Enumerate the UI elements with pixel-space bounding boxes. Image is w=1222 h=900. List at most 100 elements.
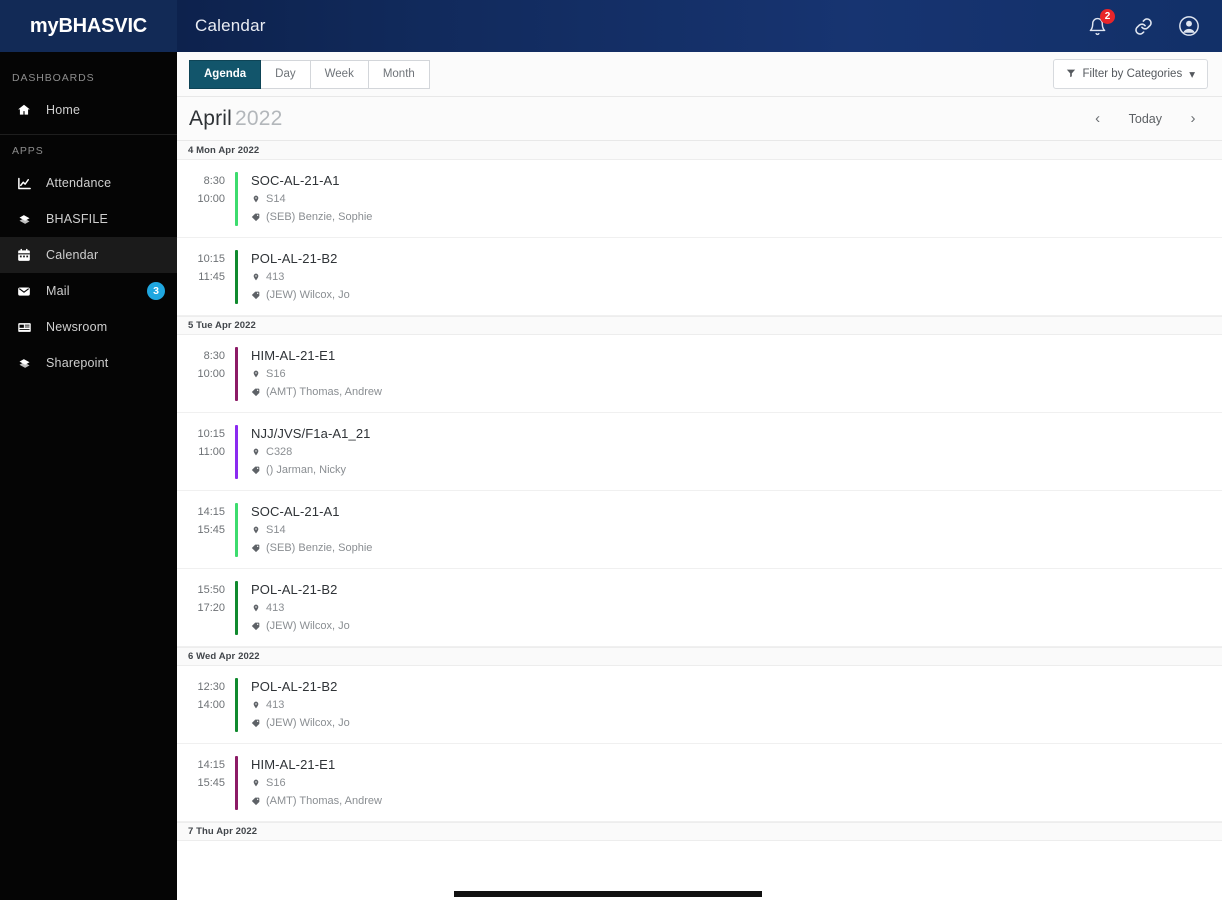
agenda-event-row[interactable]: 10:15 11:00 NJJ/JVS/F1a-A1_21 C328 () Jarman… bbox=[177, 413, 1222, 491]
tag-icon bbox=[251, 212, 261, 222]
sidebar-item-label: Calendar bbox=[46, 248, 99, 262]
event-end-time: 11:45 bbox=[198, 271, 225, 283]
sidebar-item-calendar[interactable]: Calendar bbox=[0, 237, 177, 273]
agenda-event-row[interactable]: 12:30 14:00 POL-AL-21-B2 413 (JEW) Wilcox, J… bbox=[177, 666, 1222, 744]
horizontal-scrollbar-thumb[interactable] bbox=[454, 890, 762, 897]
event-start-time: 8:30 bbox=[203, 350, 225, 362]
tag-icon bbox=[251, 387, 261, 397]
page-title: Calendar bbox=[195, 16, 266, 35]
event-end-time: 14:00 bbox=[197, 699, 225, 711]
event-time-range: 15:50 17:20 bbox=[177, 581, 235, 635]
next-period-button[interactable]: › bbox=[1190, 110, 1196, 127]
event-title: SOC-AL-21-A1 bbox=[251, 504, 340, 519]
event-tag-label: (SEB) Benzie, Sophie bbox=[266, 211, 373, 223]
event-details: POL-AL-21-B2 413 (JEW) Wilcox, Jo bbox=[251, 581, 1222, 635]
event-start-time: 8:30 bbox=[203, 175, 225, 187]
event-details: NJJ/JVS/F1a-A1_21 C328 () Jarman, Nicky bbox=[251, 425, 1222, 479]
event-start-time: 10:15 bbox=[197, 428, 225, 440]
event-start-time: 10:15 bbox=[197, 253, 225, 265]
event-title: SOC-AL-21-A1 bbox=[251, 173, 340, 188]
account-icon[interactable] bbox=[1176, 13, 1202, 39]
map-pin-icon bbox=[251, 525, 261, 535]
event-location: 413 bbox=[251, 696, 1222, 714]
agenda-event-row[interactable]: 8:30 10:00 HIM-AL-21-E1 S16 (AMT) Thomas, An… bbox=[177, 335, 1222, 413]
event-time-range: 10:15 11:45 bbox=[177, 250, 235, 304]
brand-logo[interactable]: my BHASVIC bbox=[0, 0, 177, 52]
bell-icon[interactable]: 2 bbox=[1084, 9, 1115, 39]
event-tag: (AMT) Thomas, Andrew bbox=[251, 383, 1222, 401]
sidebar-item-label: BHASFILE bbox=[46, 212, 109, 226]
agenda-event-row[interactable]: 14:15 15:45 HIM-AL-21-E1 S16 (AMT) Thomas, A… bbox=[177, 744, 1222, 822]
date-navigation-bar: April 2022 ‹ Today › bbox=[177, 97, 1222, 141]
tab-month[interactable]: Month bbox=[368, 59, 430, 89]
main-content: Agenda Day Week Month Filter by Categori… bbox=[177, 52, 1222, 900]
top-header: my BHASVIC Calendar 2 bbox=[0, 0, 1222, 52]
sidebar-item-bhasfile[interactable]: BHASFILE bbox=[0, 201, 177, 237]
event-category-color-bar bbox=[235, 678, 238, 732]
brand-logo-name: BHASVIC bbox=[58, 14, 148, 37]
event-location: S16 bbox=[251, 365, 1222, 383]
tag-icon bbox=[251, 621, 261, 631]
event-details: SOC-AL-21-A1 S14 (SEB) Benzie, Sophie bbox=[251, 172, 1222, 226]
event-time-range: 8:30 10:00 bbox=[177, 172, 235, 226]
event-details: HIM-AL-21-E1 S16 (AMT) Thomas, Andrew bbox=[251, 756, 1222, 810]
sidebar-item-label: Home bbox=[46, 103, 81, 117]
sidebar-item-mail[interactable]: Mail 3 bbox=[0, 273, 177, 309]
filter-by-categories-button[interactable]: Filter by Categories ▾ bbox=[1052, 59, 1208, 89]
tag-icon bbox=[251, 796, 261, 806]
event-title: POL-AL-21-B2 bbox=[251, 582, 338, 597]
event-start-time: 14:15 bbox=[197, 759, 225, 771]
event-details: POL-AL-21-B2 413 (JEW) Wilcox, Jo bbox=[251, 250, 1222, 304]
sidebar-item-label: Newsroom bbox=[46, 320, 108, 334]
agenda-event-row[interactable]: 15:50 17:20 POL-AL-21-B2 413 (JEW) Wilcox, J… bbox=[177, 569, 1222, 647]
event-end-time: 11:00 bbox=[198, 446, 225, 458]
calendar-icon bbox=[14, 248, 34, 262]
tag-icon bbox=[251, 718, 261, 728]
today-button[interactable]: Today bbox=[1128, 111, 1162, 126]
agenda-event-row[interactable]: 10:15 11:45 POL-AL-21-B2 413 (JEW) Wilcox, J… bbox=[177, 238, 1222, 316]
sidebar-item-sharepoint[interactable]: Sharepoint bbox=[0, 345, 177, 381]
sidebar-item-newsroom[interactable]: Newsroom bbox=[0, 309, 177, 345]
event-category-color-bar bbox=[235, 425, 238, 479]
event-tag-label: (SEB) Benzie, Sophie bbox=[266, 542, 373, 554]
map-pin-icon bbox=[251, 447, 261, 457]
link-icon[interactable] bbox=[1130, 13, 1156, 39]
view-tab-group: Agenda Day Week Month bbox=[189, 59, 430, 89]
agenda-event-row[interactable]: 14:15 15:45 SOC-AL-21-A1 S14 (SEB) Benzie, S… bbox=[177, 491, 1222, 569]
event-tag-label: () Jarman, Nicky bbox=[266, 464, 347, 476]
event-location: S14 bbox=[251, 521, 1222, 539]
tab-week[interactable]: Week bbox=[310, 59, 369, 89]
filter-button-label: Filter by Categories bbox=[1082, 68, 1183, 80]
event-title: POL-AL-21-B2 bbox=[251, 679, 338, 694]
event-time-range: 14:15 15:45 bbox=[177, 756, 235, 810]
map-pin-icon bbox=[251, 369, 261, 379]
event-tag-label: (JEW) Wilcox, Jo bbox=[266, 717, 350, 729]
horizontal-scrollbar[interactable] bbox=[177, 887, 1222, 900]
funnel-icon bbox=[1066, 68, 1076, 81]
event-category-color-bar bbox=[235, 347, 238, 401]
sidebar-item-label: Attendance bbox=[46, 176, 112, 190]
event-tag: () Jarman, Nicky bbox=[251, 461, 1222, 479]
event-category-color-bar bbox=[235, 581, 238, 635]
event-tag: (JEW) Wilcox, Jo bbox=[251, 286, 1222, 304]
event-time-range: 14:15 15:45 bbox=[177, 503, 235, 557]
event-tag-label: (JEW) Wilcox, Jo bbox=[266, 620, 350, 632]
mail-icon bbox=[14, 284, 34, 298]
current-year: 2022 bbox=[235, 106, 283, 130]
event-time-range: 8:30 10:00 bbox=[177, 347, 235, 401]
event-tag: (JEW) Wilcox, Jo bbox=[251, 714, 1222, 732]
event-tag: (JEW) Wilcox, Jo bbox=[251, 617, 1222, 635]
tab-day[interactable]: Day bbox=[261, 59, 311, 89]
previous-period-button[interactable]: ‹ bbox=[1095, 110, 1101, 127]
chart-icon bbox=[14, 176, 34, 191]
tab-agenda[interactable]: Agenda bbox=[189, 59, 262, 89]
notification-badge: 2 bbox=[1100, 9, 1115, 24]
agenda-list[interactable]: 4 Mon Apr 2022 8:30 10:00 SOC-AL-21-A1 S14 (S… bbox=[177, 141, 1222, 900]
event-tag: (SEB) Benzie, Sophie bbox=[251, 208, 1222, 226]
sidebar-item-attendance[interactable]: Attendance bbox=[0, 165, 177, 201]
sidebar-item-home[interactable]: Home bbox=[0, 92, 177, 128]
agenda-event-row[interactable]: 8:30 10:00 SOC-AL-21-A1 S14 (SEB) Benzie, So… bbox=[177, 160, 1222, 238]
home-icon bbox=[14, 103, 34, 117]
date-nav-controls: ‹ Today › bbox=[1083, 104, 1208, 134]
